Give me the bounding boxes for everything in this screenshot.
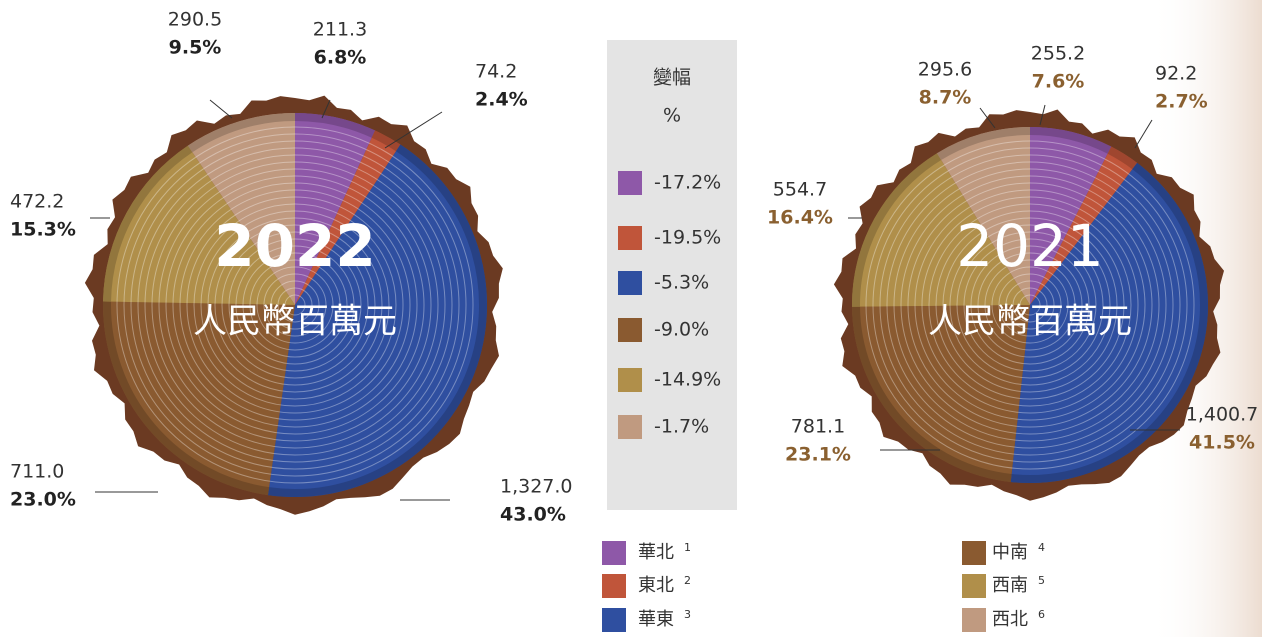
legend-label: 華北 — [638, 542, 674, 563]
change-label: -14.9% — [654, 369, 721, 391]
legend-note: 6 — [1038, 608, 1045, 621]
change-label: -9.0% — [654, 319, 709, 341]
percent-label: 9.5% — [169, 37, 222, 59]
value-label: 290.5 — [168, 9, 222, 31]
legend-label: 西南 — [992, 575, 1028, 596]
legend-note: 2 — [684, 574, 691, 587]
panel-swatch — [618, 271, 642, 295]
value-label: 711.0 — [10, 461, 64, 483]
legend-note: 4 — [1038, 541, 1045, 554]
panel-swatch — [618, 415, 642, 439]
legend-label: 東北 — [638, 575, 674, 596]
panel-swatch — [618, 171, 642, 195]
legend-note: 5 — [1038, 574, 1045, 587]
percent-label: 2.7% — [1155, 91, 1208, 113]
percent-label: 2.4% — [475, 89, 528, 111]
pie-title: 2022 — [214, 212, 375, 280]
value-label: 1,327.0 — [500, 476, 573, 498]
panel-swatch — [618, 368, 642, 392]
legend-swatch — [602, 574, 626, 598]
percent-label: 16.4% — [767, 207, 833, 229]
change-label: -5.3% — [654, 272, 709, 294]
legend-swatch — [602, 541, 626, 565]
legend-label: 中南 — [992, 542, 1028, 563]
panel-title: 變幅 — [653, 67, 691, 89]
percent-label: 41.5% — [1189, 432, 1255, 454]
panel-unit: % — [663, 105, 681, 127]
value-label: 472.2 — [10, 191, 64, 213]
value-label: 554.7 — [773, 179, 827, 201]
panel-swatch — [618, 226, 642, 250]
leader-line — [210, 100, 232, 118]
value-label: 781.1 — [791, 416, 845, 438]
legend-label: 西北 — [992, 609, 1028, 630]
legend-swatch — [602, 608, 626, 632]
value-label: 255.2 — [1031, 43, 1085, 65]
legend-label: 華東 — [638, 609, 674, 630]
change-label: -19.5% — [654, 227, 721, 249]
percent-label: 8.7% — [919, 87, 972, 109]
percent-label: 43.0% — [500, 504, 566, 526]
pie-subtitle: 人民幣百萬元 — [193, 302, 397, 342]
value-label: 211.3 — [313, 19, 367, 41]
value-label: 295.6 — [918, 59, 972, 81]
percent-label: 7.6% — [1032, 71, 1085, 93]
change-label: -1.7% — [654, 416, 709, 438]
legend-note: 1 — [684, 541, 691, 554]
value-label: 92.2 — [1155, 63, 1197, 85]
legend-swatch — [962, 574, 986, 598]
legend-swatch — [962, 541, 986, 565]
percent-label: 6.8% — [314, 47, 367, 69]
change-label: -17.2% — [654, 172, 721, 194]
value-label: 74.2 — [475, 61, 517, 83]
percent-label: 23.0% — [10, 489, 76, 511]
pie-title: 2021 — [956, 212, 1104, 280]
percent-label: 15.3% — [10, 219, 76, 241]
leader-line — [1135, 120, 1152, 148]
legend-swatch — [962, 608, 986, 632]
value-label: 1,400.7 — [1186, 404, 1259, 426]
panel-swatch — [618, 318, 642, 342]
pie-subtitle: 人民幣百萬元 — [928, 302, 1132, 342]
legend-note: 3 — [684, 608, 691, 621]
percent-label: 23.1% — [785, 444, 851, 466]
chart: 變幅 % 2022 人民幣百萬元 211.3 6.8% 74.2 2.4% 1,327.0 4… — [0, 0, 1262, 637]
